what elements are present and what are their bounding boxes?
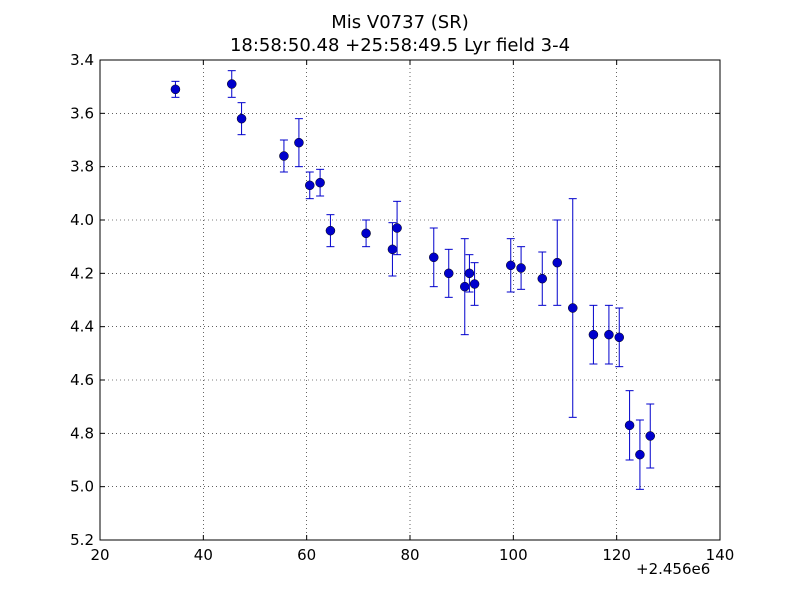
data-point (464, 268, 475, 279)
data-point (635, 449, 645, 460)
x-tick-label: 20 (90, 546, 109, 564)
x-tick-label: 140 (706, 546, 735, 564)
data-point (645, 431, 655, 441)
data-point (294, 137, 304, 148)
y-tick-label: 4.0 (70, 211, 94, 229)
data-point (460, 281, 470, 292)
data-point (387, 244, 398, 255)
data-point (279, 151, 289, 161)
data-point (227, 79, 237, 89)
y-tick-label: 4.4 (70, 318, 94, 336)
data-series (170, 70, 655, 490)
y-tick-label: 5.0 (70, 478, 94, 496)
data-point (552, 257, 562, 268)
chart-title: Mis V0737 (SR) (331, 12, 469, 33)
chart-subtitle: 18:58:50.48 +25:58:49.5 Lyr field 3-4 (229, 35, 571, 56)
data-point (604, 329, 614, 340)
data-point (325, 225, 336, 236)
data-point (392, 223, 402, 233)
data-point (444, 268, 454, 279)
data-point (315, 177, 325, 188)
y-tick-label: 3.4 (70, 51, 94, 69)
y-tick-label: 5.2 (70, 531, 94, 549)
y-tick-label: 4.2 (70, 264, 94, 282)
y-tick-label: 3.6 (70, 104, 94, 122)
x-tick-label: 120 (602, 546, 631, 564)
data-point (588, 329, 599, 340)
x-tick-label: 40 (194, 546, 213, 564)
data-point (506, 260, 516, 271)
data-point (469, 279, 480, 289)
data-point (429, 252, 439, 263)
x-tick-label: 100 (499, 546, 528, 564)
x-tick-label: 60 (297, 546, 316, 564)
data-point (516, 263, 526, 273)
data-point (568, 303, 578, 313)
y-tick-label: 4.8 (70, 424, 94, 442)
data-point (361, 228, 371, 239)
data-point (170, 84, 181, 95)
axes: 20 40 60 80 100 120 140 3.4 3.6 3.8 4.0 4.2 4.4 4.6 4.… (70, 51, 734, 564)
data-point (624, 420, 635, 431)
data-point (305, 180, 315, 191)
x-offset-label: +2.456e6 (636, 560, 711, 578)
y-tick-label: 3.8 (70, 158, 94, 176)
grid (100, 60, 720, 540)
data-point (614, 332, 624, 343)
data-point (236, 113, 247, 124)
y-tick-label: 4.6 (70, 371, 94, 389)
data-point (537, 273, 548, 284)
x-tick-label: 80 (400, 546, 419, 564)
